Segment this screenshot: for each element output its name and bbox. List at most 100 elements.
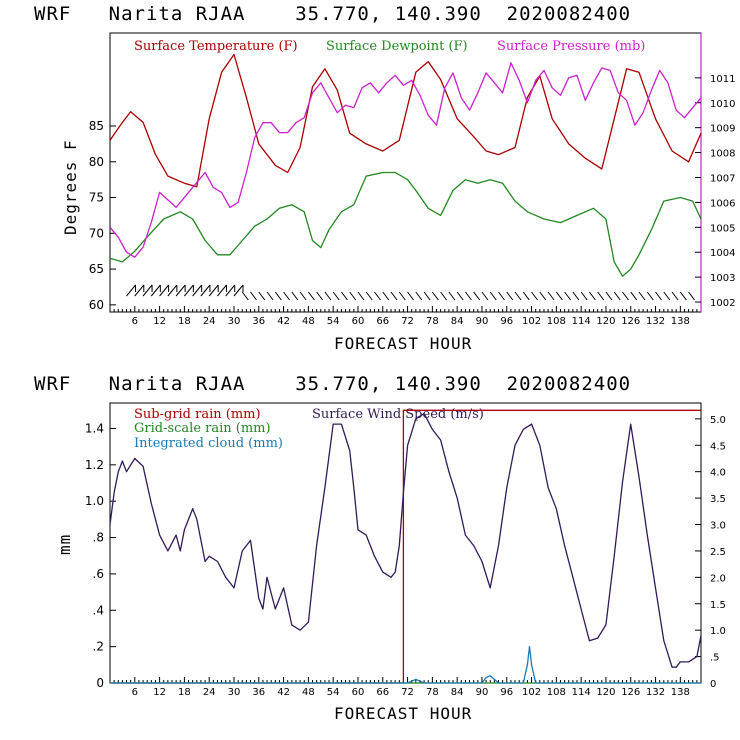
x-tick-label: 108 [547,316,566,327]
wind-barb [547,291,555,301]
x-tick-label: 54 [327,687,340,698]
x-tick-label: 12 [153,687,166,698]
x-tick-label: 48 [302,316,315,327]
y-tick-label: 65 [89,262,104,276]
wind-barb [597,291,605,301]
wind-barb [679,291,687,301]
y2-tick-label: 1007 [710,173,735,184]
wind-barb [274,291,282,301]
wind-barb [258,291,266,301]
chart-2-series [109,409,702,684]
wind-barb [159,284,170,297]
y2-tick-label: 1006 [710,198,735,209]
y-tick-label: 80 [89,155,104,169]
y2-tick-label: 1005 [710,223,735,234]
chart-1-title: WRF Narita RJAA 35.770, 140.390 20200824… [34,3,631,25]
x-tick-label: 126 [621,316,640,327]
y2-tick-label: 1010 [710,99,735,110]
x-tick-label: 72 [401,687,414,698]
y-tick-label: 1.0 [85,494,104,508]
y-tick-label: .4 [93,603,104,617]
wind-barb [688,291,696,301]
x-tick-label: 24 [203,316,216,327]
chart-precipitation: WRF Narita RJAA 35.770, 140.390 20200824… [34,373,726,723]
wind-barb [415,291,423,301]
x-tick-label: 12 [153,316,166,327]
x-tick-label: 114 [572,687,591,698]
legend-gridscale-rain: Grid-scale rain (mm) [134,421,271,436]
chart-2-legend: Sub-grid rain (mm) Grid-scale rain (mm) … [134,407,484,451]
wind-barb [423,291,431,301]
wind-barb [671,291,679,301]
wind-barb [448,291,456,301]
wind-barb [134,284,145,297]
wind-barb [638,291,646,301]
legend-temperature: Surface Temperature (F) [134,39,298,54]
y2-tick-label: 2.5 [710,547,726,558]
y-tick-label: .2 [93,640,104,654]
y2-tick-label: 1.0 [710,626,726,637]
series-line-3 [110,645,701,684]
wind-barb [382,291,390,301]
x-tick-label: 108 [547,687,566,698]
x-tick-label: 42 [277,687,290,698]
wind-barb [217,284,227,297]
x-tick-label: 6 [132,687,138,698]
chart-2-ylabel: mm [55,534,74,555]
chart-1-y2-ticks: 1002 1003 1004 1005 1006 1007 1008 1009 1010 1011 [695,74,735,309]
x-tick-label: 84 [451,687,464,698]
wind-barb [374,291,381,301]
x-tick-label: 126 [621,687,640,698]
x-tick-label: 120 [596,687,615,698]
x-tick-label: 18 [178,687,191,698]
wind-barb [630,291,638,301]
legend-integrated-cloud: Integrated cloud (mm) [134,436,283,451]
x-tick-label: 132 [646,687,665,698]
x-tick-label: 102 [522,316,541,327]
x-tick-label: 18 [178,316,191,327]
y-tick-label: 60 [89,298,104,312]
wind-barb [489,291,497,301]
wind-barb [580,291,588,301]
wind-barb [167,284,178,297]
y-tick-label: .6 [93,567,104,581]
wind-barb [398,291,406,301]
series-line-1 [109,53,702,188]
series-line-3 [109,62,702,258]
y2-tick-label: 1008 [710,149,735,160]
wind-barb [175,284,186,297]
wind-barb [299,291,307,301]
wind-barb [622,291,629,301]
wind-barb [316,291,324,301]
legend-pressure: Surface Pressure (mb) [497,39,645,54]
x-tick-label: 138 [671,687,690,698]
wind-barb [465,291,472,301]
x-tick-label: 60 [352,316,365,327]
wind-barb [655,291,662,301]
x-tick-label: 72 [401,316,414,327]
y2-tick-label: 0 [710,679,716,690]
chart-1-xlabel: FORECAST HOUR [334,334,472,353]
wind-barb [514,291,522,301]
wind-barb [225,284,236,297]
wind-barb [184,284,194,297]
y-tick-label: 85 [89,119,104,133]
x-tick-label: 36 [252,687,265,698]
series-line-2 [109,171,702,277]
x-tick-label: 36 [252,316,265,327]
y2-tick-label: 4.5 [710,441,726,452]
wind-barb [341,291,348,301]
wind-barb [332,291,340,301]
wind-barb [349,291,357,301]
y-tick-label: .8 [93,531,104,545]
wind-barb [646,291,654,301]
chart-2-x-ticks: 6 12 18 24 30 36 42 48 54 60 66 72 78 84 90 96 102 108 114… [113,677,698,698]
wind-barb [266,291,274,301]
wind-barb [605,291,613,301]
y2-tick-label: 5.0 [710,415,726,426]
x-tick-label: 96 [500,687,513,698]
x-tick-label: 114 [572,316,591,327]
y-tick-label: 1.4 [85,421,104,435]
series-line-1 [110,409,701,684]
